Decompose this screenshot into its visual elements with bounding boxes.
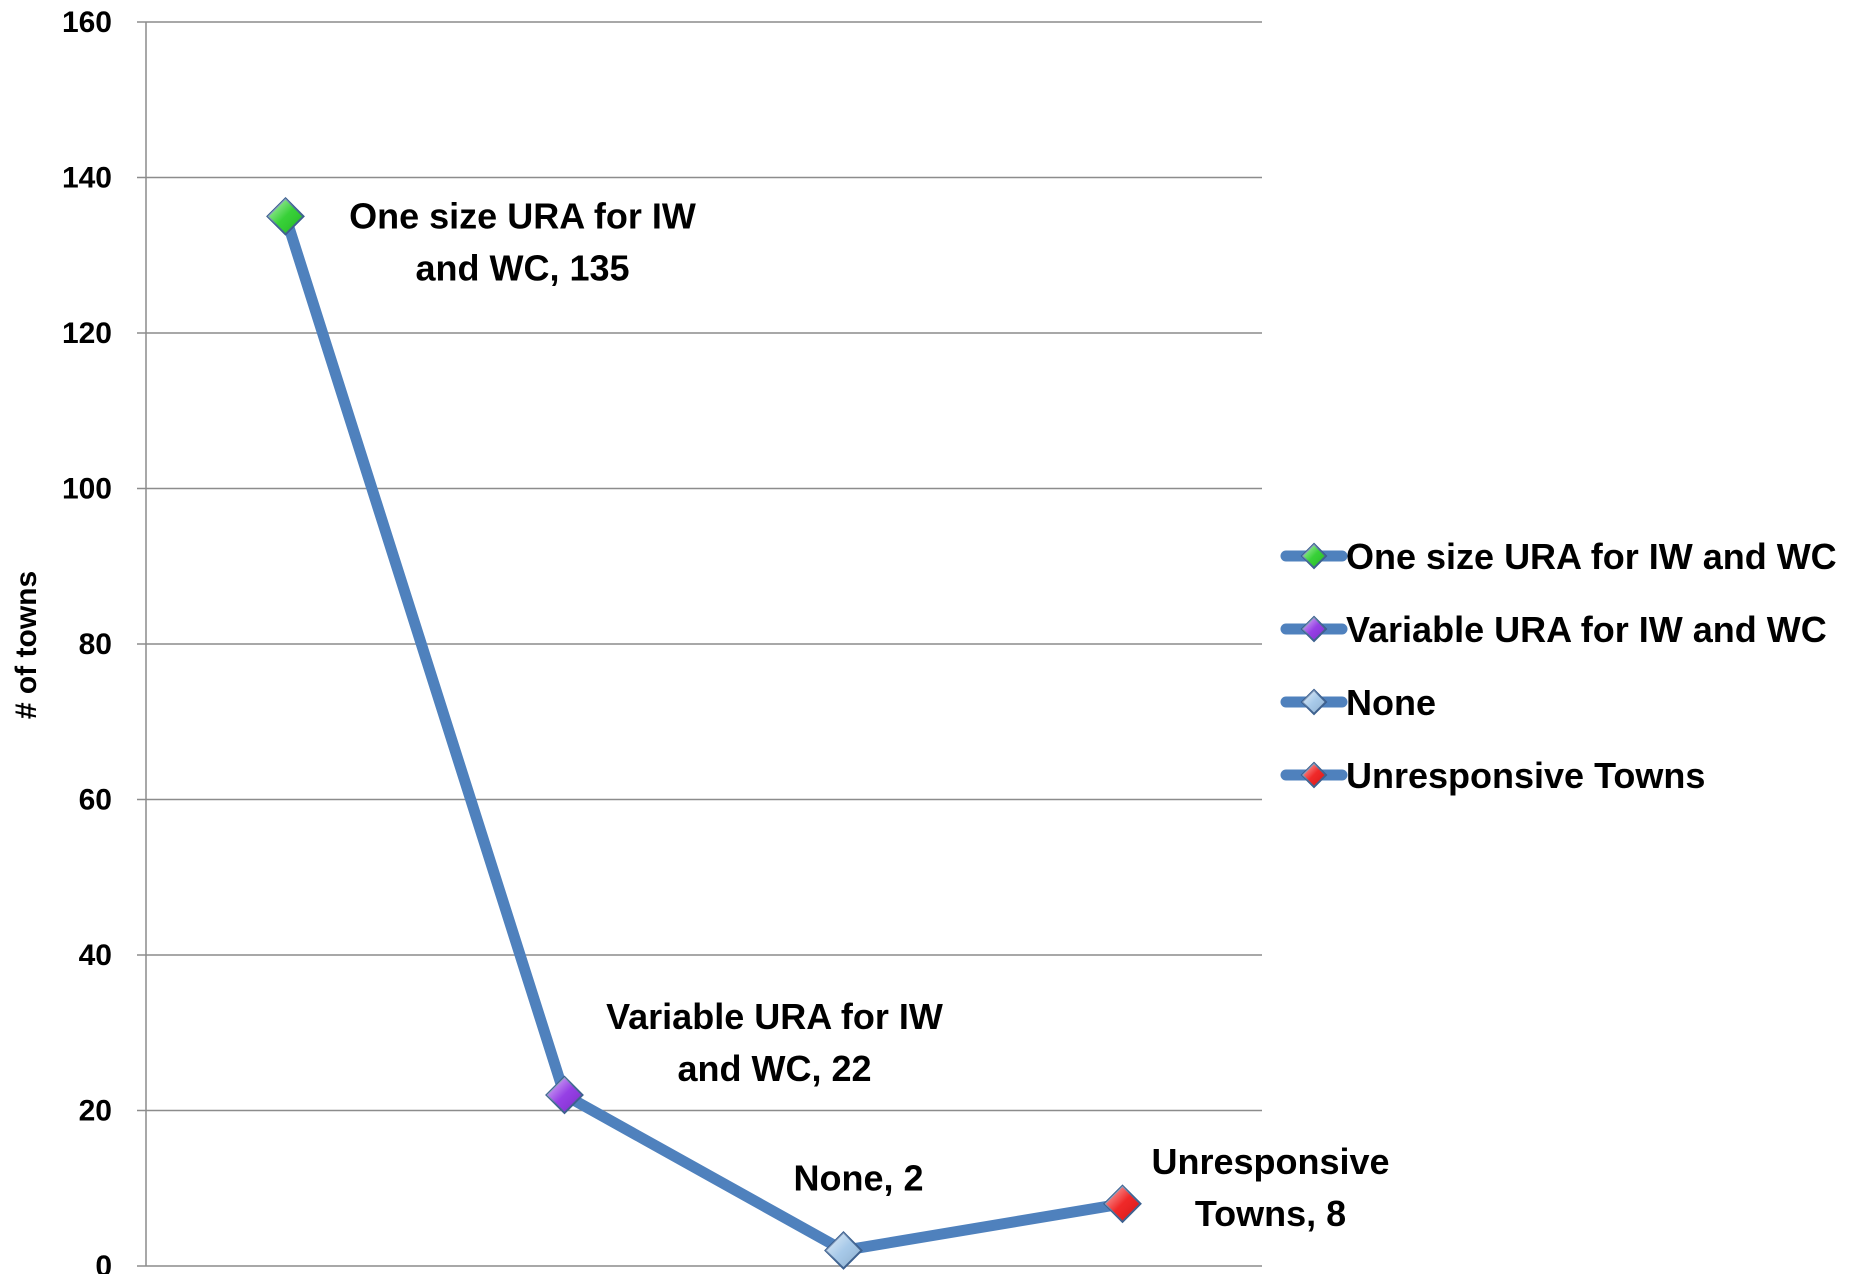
y-tick-labels: 0 20 40 60 80 100 120 140 160 — [62, 6, 112, 1274]
data-labels: One size URA for IW and WC, 135 Variable U… — [349, 195, 1389, 1233]
axes — [137, 21, 147, 1267]
data-marker — [545, 1075, 584, 1115]
legend-item: Unresponsive Towns — [1280, 755, 1705, 796]
legend-label: Variable URA for IW and WC — [1346, 609, 1827, 650]
legend-marker — [1300, 615, 1328, 643]
legend-marker — [1300, 761, 1328, 789]
legend-label: None — [1346, 682, 1436, 723]
data-label: None, 2 — [793, 1157, 923, 1198]
y-tick-label: 160 — [62, 6, 112, 39]
data-label: One size URA for IW and WC, 135 — [349, 195, 696, 288]
legend-item: One size URA for IW and WC — [1280, 536, 1837, 577]
y-axis-title: # of towns — [10, 571, 43, 719]
y-tick-label: 80 — [79, 628, 112, 661]
data-label: Variable URA for IW and WC, 22 — [606, 996, 943, 1089]
data-label: Unresponsive Towns, 8 — [1151, 1141, 1389, 1234]
y-tick-label: 40 — [79, 939, 112, 972]
y-tick-label: 60 — [79, 784, 112, 817]
series-line — [280, 210, 1128, 1256]
y-tick-label: 100 — [62, 473, 112, 506]
y-tick-label: 0 — [95, 1250, 112, 1274]
legend-label: Unresponsive Towns — [1346, 755, 1705, 796]
gridlines — [146, 21, 1262, 1267]
legend-item: None — [1280, 682, 1436, 723]
legend-marker — [1300, 688, 1328, 716]
data-marker — [266, 196, 305, 236]
data-marker — [1103, 1184, 1142, 1224]
legend-marker — [1300, 542, 1328, 570]
legend-label: One size URA for IW and WC — [1346, 536, 1837, 577]
legend: One size URA for IW and WC Variable URA f… — [1280, 536, 1837, 796]
data-marker — [824, 1231, 863, 1270]
y-tick-label: 140 — [62, 162, 112, 195]
data-markers — [266, 196, 1142, 1270]
y-tick-label: 120 — [62, 317, 112, 350]
legend-item: Variable URA for IW and WC — [1280, 609, 1827, 650]
y-tick-label: 20 — [79, 1095, 112, 1128]
series-line-path — [280, 210, 1128, 1256]
